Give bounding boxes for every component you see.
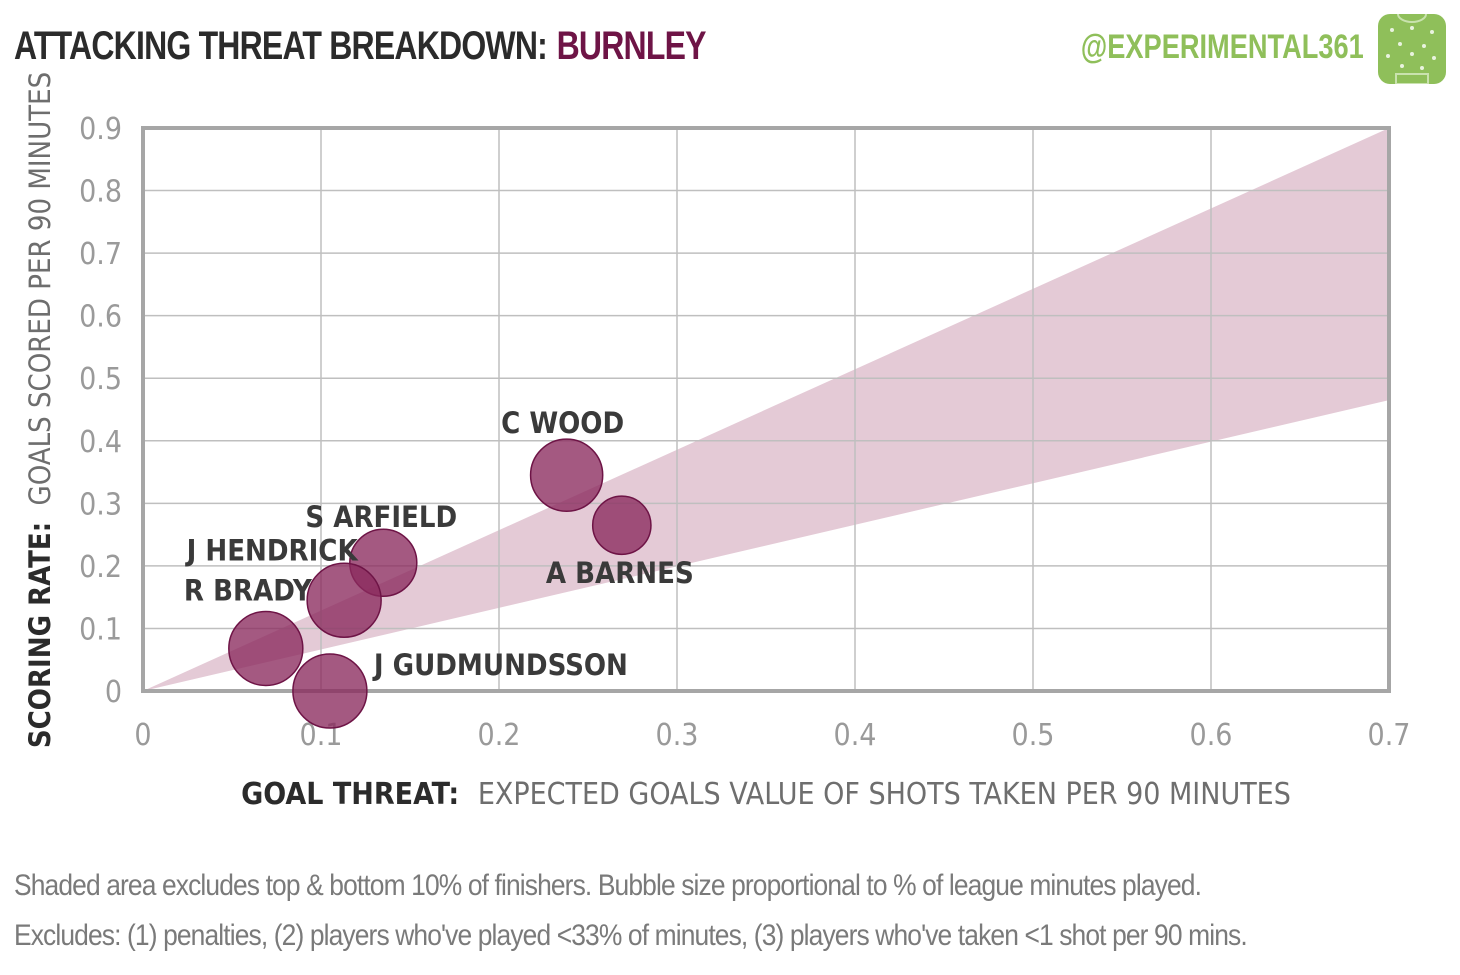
bubble-a-barnes[interactable] (591, 495, 652, 556)
x-tick-label: 0.7 (1368, 718, 1411, 753)
point-label: J HENDRICK (185, 533, 360, 567)
grid-layer (141, 126, 1391, 693)
y-axis-label: SCORING RATE: GOALS SCORED PER 90 MINUTE… (23, 72, 57, 748)
x-tick-label: 0.4 (834, 718, 877, 753)
y-tick-label: 0.6 (79, 300, 122, 335)
x-tick-label: 0.6 (1190, 718, 1233, 753)
x-axis-label: GOAL THREAT: EXPECTED GOALS VALUE OF SHO… (241, 777, 1291, 812)
y-axis-label-bold: SCORING RATE: (23, 522, 57, 748)
y-tick-label: 0.3 (79, 487, 122, 522)
y-tick-label: 0.5 (79, 362, 122, 397)
point-label: J GUDMUNDSSON (372, 648, 628, 682)
point-label: S ARFIELD (305, 500, 457, 534)
bubble-layer (228, 438, 652, 729)
x-tick-label: 0.2 (478, 718, 521, 753)
y-tick-label: 0.1 (79, 612, 122, 647)
shaded-band (143, 128, 1389, 691)
footnote-line-1: Shaded area excludes top & bottom 10% of… (14, 869, 1202, 902)
pitch-icon (1378, 14, 1446, 84)
y-tick-label: 0.7 (79, 237, 122, 272)
x-tick-label: 0 (134, 718, 151, 753)
shaded-band-layer (143, 128, 1389, 691)
y-tick-label: 0.8 (79, 175, 122, 210)
tick-label-layer: 0 0.1 0.2 0.3 0.4 0.5 0.6 0.700.10.20.30.40.50.… (79, 112, 1410, 753)
bubble-j-gudmundsson[interactable] (292, 653, 368, 729)
bubble-r-brady[interactable] (228, 610, 304, 687)
plot-frame (141, 126, 1391, 693)
y-tick-label: 0.4 (79, 425, 122, 460)
point-label: A BARNES (546, 556, 694, 590)
twitter-handle[interactable]: @EXPERIMENTAL361 (1081, 28, 1364, 66)
point-label: C WOOD (501, 406, 624, 440)
y-tick-label: 0.9 (79, 112, 122, 147)
x-axis-label-bold: GOAL THREAT: (241, 777, 459, 812)
scatter-chart: 0 0.1 0.2 0.3 0.4 0.5 0.6 0.700.10.20.30.40.50.… (23, 72, 1410, 812)
y-tick-label: 0.2 (79, 550, 122, 585)
x-axis-label-rest: EXPECTED GOALS VALUE OF SHOTS TAKEN PER … (478, 777, 1291, 812)
title-prefix: ATTACKING THREAT BREAKDOWN: (14, 24, 548, 68)
chart-title: ATTACKING THREAT BREAKDOWN: BURNLEY (14, 22, 706, 70)
point-label: R BRADY (184, 573, 313, 607)
y-tick-label: 0 (105, 675, 122, 710)
x-tick-label: 0.3 (656, 718, 699, 753)
x-tick-label: 0.5 (1012, 718, 1055, 753)
title-team: BURNLEY (556, 24, 707, 68)
footnote-line-2: Excludes: (1) penalties, (2) players who… (14, 919, 1248, 952)
bubble-c-wood[interactable] (529, 438, 604, 512)
y-axis-label-rest: GOALS SCORED PER 90 MINUTES (23, 72, 57, 506)
bubble-j-hendrick[interactable] (306, 562, 382, 639)
